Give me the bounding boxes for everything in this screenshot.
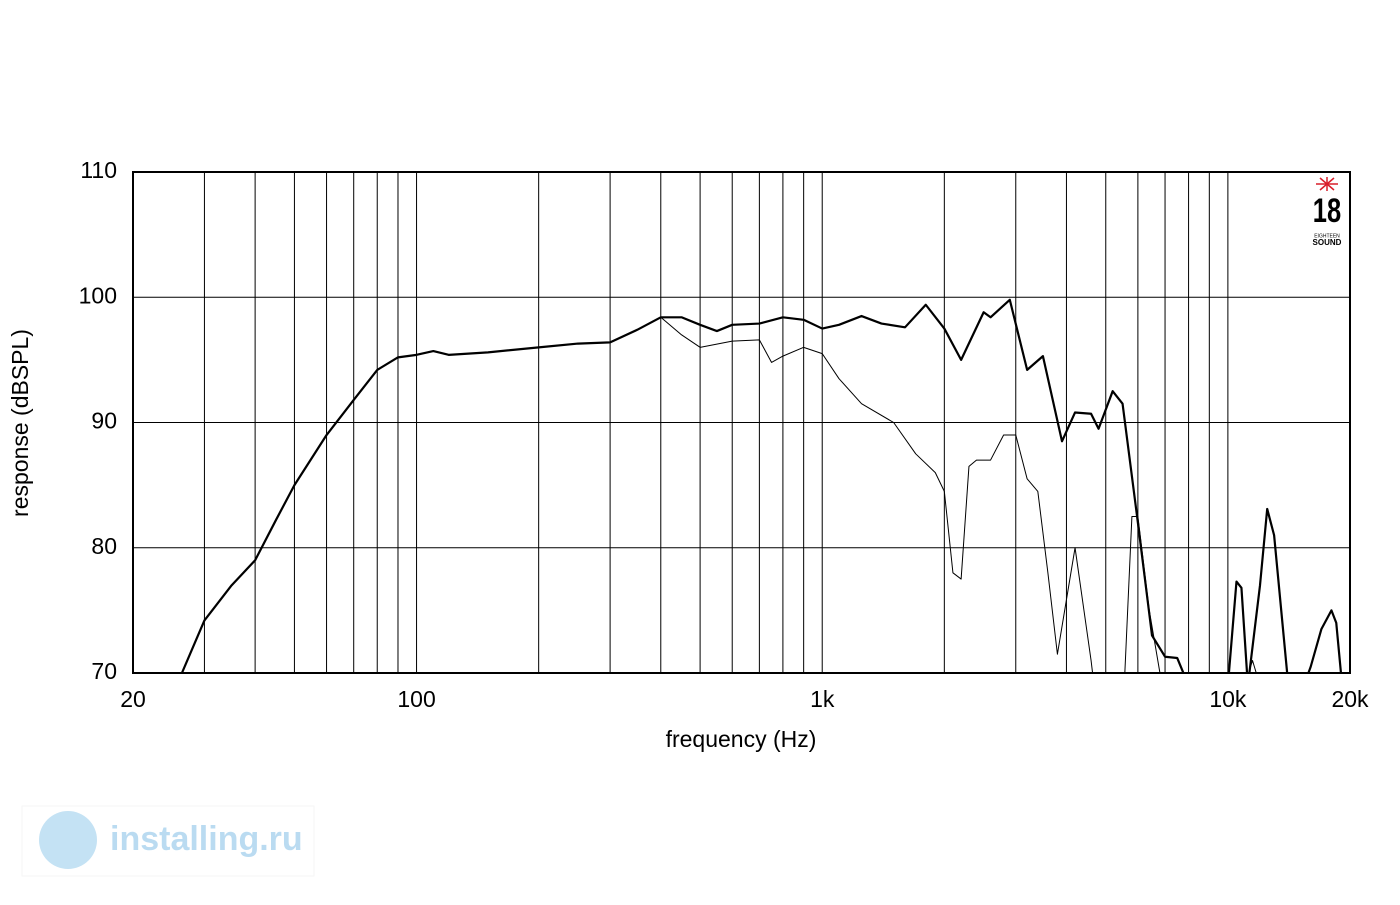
x-tick-label: 100: [397, 686, 435, 712]
logo: 18 EIGHTEEN SOUND: [1313, 177, 1342, 247]
y-tick-label: 110: [80, 157, 117, 183]
logo-star: [1316, 177, 1338, 191]
grid: [133, 171, 1350, 674]
logo-number: 18: [1313, 193, 1341, 230]
y-tick-label: 100: [79, 282, 117, 308]
watermark-box: [21, 805, 315, 877]
response-line: [181, 316, 1257, 673]
watermark-icon: [39, 811, 97, 869]
x-tick-label: 20: [120, 686, 146, 712]
labels: 70 80 90 100 110 20 100 1k 10k 20k: [79, 157, 1369, 712]
watermark: installing.ru: [21, 805, 315, 877]
x-tick-label: 20k: [1331, 686, 1369, 712]
response-line: [180, 298, 1343, 673]
y-tick-label: 80: [91, 533, 117, 559]
watermark-text: installing.ru: [110, 820, 303, 858]
logo-line2: SOUND: [1313, 238, 1342, 247]
y-tick-label: 70: [91, 658, 117, 684]
x-tick-label: 1k: [810, 686, 835, 712]
x-axis-label: frequency (Hz): [666, 726, 817, 752]
logo-line1: EIGHTEEN: [1314, 233, 1340, 239]
lines: [180, 298, 1343, 673]
y-axis-label: response (dBSPL): [7, 329, 33, 517]
y-tick-label: 90: [91, 408, 117, 434]
x-tick-label: 10k: [1209, 686, 1247, 712]
